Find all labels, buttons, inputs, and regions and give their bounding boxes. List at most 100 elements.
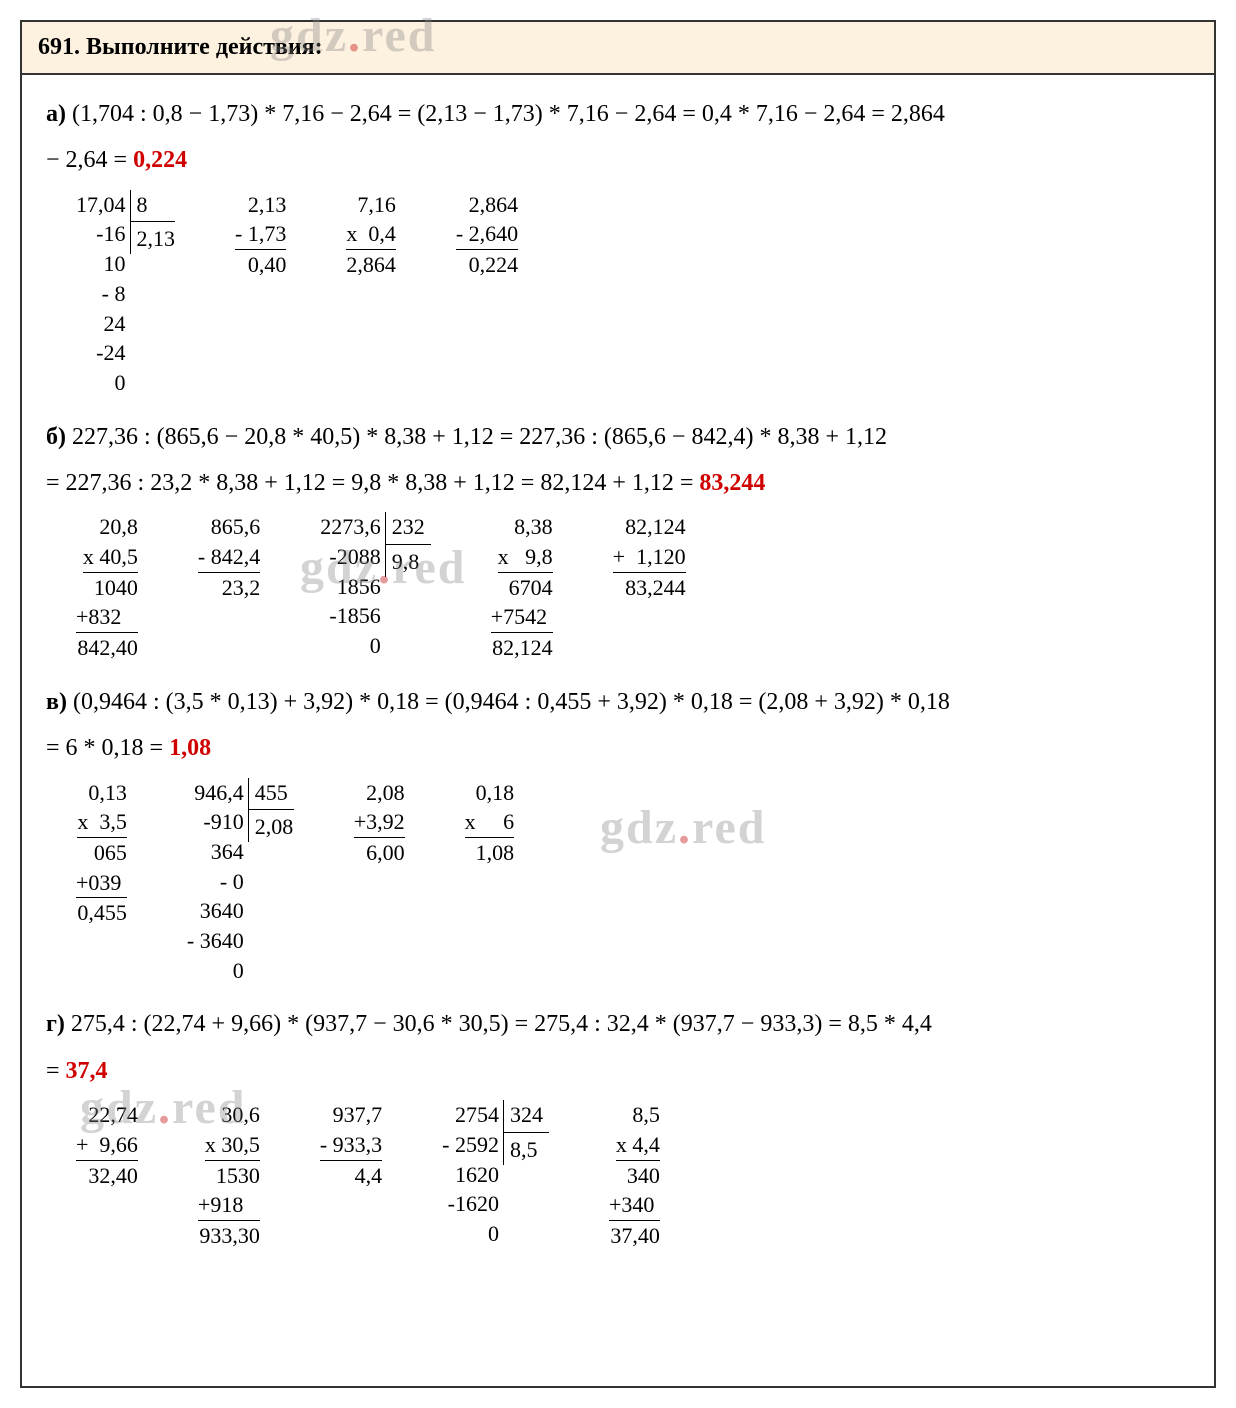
- multiplication-block: 8,38x 9,86704+7542 82,124: [491, 512, 553, 662]
- long-division: 17,04-16 10- 824-240 8 2,13: [76, 190, 175, 398]
- calc-row: + 1,120: [613, 542, 686, 573]
- calc-row: 82,124: [625, 512, 686, 542]
- calc-row: x 40,5: [83, 542, 138, 573]
- quotient: 2,08: [248, 810, 294, 842]
- division-left: 17,04-16 10- 824-240: [76, 190, 126, 398]
- calc-row: - 2,640: [456, 219, 518, 250]
- calc-row: 0,224: [469, 250, 519, 280]
- calc-row: 3640: [200, 896, 244, 926]
- calc-row: +039: [76, 868, 127, 899]
- calc-row: 6,00: [366, 838, 405, 868]
- quotient: 9,8: [385, 545, 431, 577]
- calc-row: -910: [203, 807, 243, 837]
- calc-row: 83,244: [625, 573, 686, 603]
- divisor: 232: [385, 512, 431, 545]
- calc-row: - 3640: [187, 926, 244, 956]
- expression-line: = 37,4: [46, 1052, 1190, 1090]
- division-right: 8 2,13: [130, 190, 176, 254]
- multiplication-block: 0,13x 3,5065+039 0,455: [76, 778, 127, 928]
- expression-text: = 227,36 : 23,2 * 8,38 + 1,12 = 9,8 * 8,…: [46, 470, 699, 496]
- calc-row: 0,40: [248, 250, 287, 280]
- work-row: 17,04-16 10- 824-240 8 2,13 2,13- 1,730,…: [76, 190, 1190, 398]
- addition-block: 2,08+3,926,00: [354, 778, 405, 868]
- divisor: 8: [130, 190, 176, 223]
- calc-row: x 3,5: [77, 807, 127, 838]
- calc-row: 0: [488, 1219, 499, 1249]
- problem-d: г) 275,4 : (22,74 + 9,66) * (937,7 − 30,…: [46, 1005, 1190, 1250]
- part-label: г): [46, 1011, 65, 1037]
- calc-row: 20,8: [99, 512, 138, 542]
- multiplication-block: 7,16x 0,42,864: [346, 190, 396, 280]
- expression-text: − 2,64 =: [46, 147, 133, 173]
- multiplication-block: 30,6x 30,51530+918 933,30: [198, 1100, 260, 1250]
- subtraction-block: 865,6- 842,423,2: [198, 512, 260, 602]
- page-frame: 691. Выполните действия: а) (1,704 : 0,8…: [20, 20, 1216, 1388]
- quotient: 8,5: [503, 1133, 549, 1165]
- calc-row: +918: [198, 1190, 260, 1221]
- expression-line: = 6 * 0,18 = 1,08: [46, 729, 1190, 767]
- calc-row: - 1,73: [235, 219, 286, 250]
- calc-row: +3,92: [354, 807, 405, 838]
- calc-row: x 4,4: [616, 1130, 660, 1161]
- final-answer: 0,224: [133, 147, 187, 173]
- expression-text: (0,9464 : (3,5 * 0,13) + 3,92) * 0,18 = …: [73, 689, 950, 715]
- calc-row: 1856: [337, 572, 381, 602]
- expression-line: б) 227,36 : (865,6 − 20,8 * 40,5) * 8,38…: [46, 418, 1190, 456]
- calc-row: 2273,6: [320, 512, 381, 542]
- calc-row: 7,16: [357, 190, 396, 220]
- expression-line: г) 275,4 : (22,74 + 9,66) * (937,7 − 30,…: [46, 1005, 1190, 1043]
- expression-line: в) (0,9464 : (3,5 * 0,13) + 3,92) * 0,18…: [46, 683, 1190, 721]
- calc-row: -1620: [448, 1189, 499, 1219]
- work-row: 22,74+ 9,6632,40 30,6x 30,51530+918 933,…: [76, 1100, 1190, 1250]
- division-left: 946,4-910 364- 03640- 36400: [187, 778, 244, 986]
- calc-row: 4,4: [355, 1161, 383, 1191]
- calc-row: 17,04: [76, 190, 126, 220]
- long-division: 2273,6-2088 1856-18560 232 9,8: [320, 512, 431, 660]
- problem-b: б) 227,36 : (865,6 − 20,8 * 40,5) * 8,38…: [46, 418, 1190, 663]
- problem-number: 691.: [38, 34, 80, 60]
- content-area: а) (1,704 : 0,8 − 1,73) * 7,16 − 2,64 = …: [22, 75, 1214, 1291]
- calc-row: - 842,4: [198, 542, 260, 573]
- calc-row: 30,6: [221, 1100, 260, 1130]
- calc-row: x 6: [465, 807, 515, 838]
- calc-row: 1620: [455, 1160, 499, 1190]
- calc-row: 0: [233, 956, 244, 986]
- calc-row: 0,18: [476, 778, 515, 808]
- division-right: 324 8,5: [503, 1100, 549, 1164]
- expression-text: (1,704 : 0,8 − 1,73) * 7,16 − 2,64 = (2,…: [72, 101, 945, 127]
- work-row: 0,13x 3,5065+039 0,455 946,4-910 364- 03…: [76, 778, 1190, 986]
- expression-text: 275,4 : (22,74 + 9,66) * (937,7 − 30,6 *…: [71, 1011, 932, 1037]
- calc-row: 37,40: [610, 1221, 660, 1251]
- calc-row: 6704: [509, 573, 553, 603]
- expression-text: =: [46, 1058, 66, 1084]
- final-answer: 1,08: [169, 735, 211, 761]
- division-right: 455 2,08: [248, 778, 294, 842]
- divisor: 455: [248, 778, 294, 811]
- final-answer: 37,4: [66, 1058, 108, 1084]
- calc-row: 8,5: [632, 1100, 660, 1130]
- calc-row: 2,08: [366, 778, 405, 808]
- calc-row: 1,08: [476, 838, 515, 868]
- expression-line: = 227,36 : 23,2 * 8,38 + 1,12 = 9,8 * 8,…: [46, 464, 1190, 502]
- calc-row: 0: [115, 368, 126, 398]
- calc-row: 10: [104, 249, 126, 279]
- part-label: б): [46, 424, 66, 450]
- expression-line: а) (1,704 : 0,8 − 1,73) * 7,16 − 2,64 = …: [46, 95, 1190, 133]
- calc-row: 865,6: [211, 512, 261, 542]
- expression-text: = 6 * 0,18 =: [46, 735, 169, 761]
- work-row: 20,8x 40,51040+832 842,40 865,6- 842,423…: [76, 512, 1190, 662]
- calc-row: 937,7: [333, 1100, 383, 1130]
- calc-row: + 9,66: [76, 1130, 138, 1161]
- calc-row: x 30,5: [205, 1130, 260, 1161]
- calc-row: x 0,4: [346, 219, 396, 250]
- calc-row: 0,455: [77, 898, 127, 928]
- calc-row: 8,38: [514, 512, 553, 542]
- calc-row: 1530: [216, 1161, 260, 1191]
- calc-row: +832: [76, 602, 138, 633]
- calc-row: 82,124: [492, 633, 553, 663]
- calc-row: 065: [94, 838, 127, 868]
- calc-row: 2754: [455, 1100, 499, 1130]
- calc-row: -1856: [329, 601, 380, 631]
- division-left: 2273,6-2088 1856-18560: [320, 512, 381, 660]
- multiplication-block: 20,8x 40,51040+832 842,40: [76, 512, 138, 662]
